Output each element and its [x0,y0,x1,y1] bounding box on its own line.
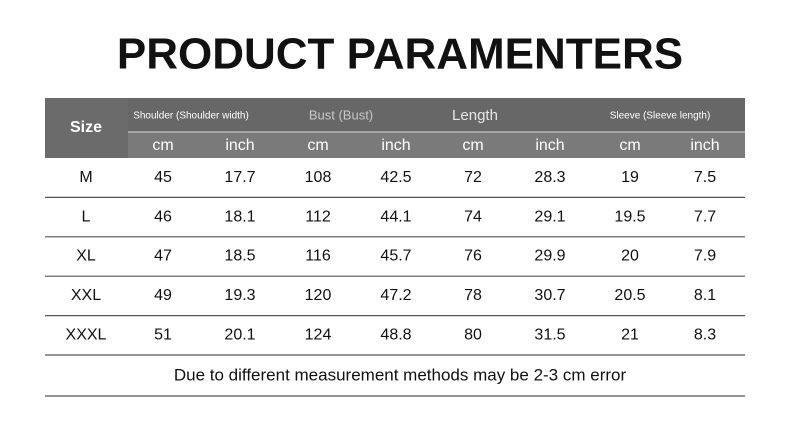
size-header-cell [45,98,128,158]
measure-cell: 45.7 [380,248,411,265]
unit-header: inch [535,137,564,154]
size-cell: M [79,169,92,186]
measure-cell: 47.2 [380,287,411,304]
unit-header: inch [381,137,410,154]
group-header: Sleeve (Sleeve length) [610,111,711,122]
unit-header: inch [690,137,719,154]
title: PRODUCT PARAMENTERS [117,30,683,79]
measure-cell: 51 [154,327,172,344]
size-cell: XXL [71,287,101,304]
measure-cell: 74 [464,208,482,225]
measure-cell: 46 [154,208,172,225]
measure-cell: 30.7 [534,287,565,304]
header-group-band [45,98,745,132]
measure-cell: 19 [621,169,639,186]
measure-cell: 18.5 [224,248,255,265]
size-cell: XXXL [66,327,107,344]
unit-header: cm [462,137,483,154]
size-cell: L [82,208,91,225]
measure-cell: 78 [464,287,482,304]
note: Due to different measurement methods may… [174,365,627,384]
measure-cell: 17.7 [224,169,255,186]
measure-cell: 42.5 [380,169,411,186]
size-cell: XL [76,248,96,265]
measure-cell: 47 [154,248,172,265]
measure-cell: 76 [464,248,482,265]
unit-header: cm [307,137,328,154]
measure-cell: 48.8 [380,327,411,344]
measure-cell: 124 [305,327,332,344]
measure-cell: 28.3 [534,169,565,186]
measure-cell: 31.5 [534,327,565,344]
measure-cell: 7.7 [694,208,716,225]
measure-cell: 45 [154,169,172,186]
measure-cell: 120 [305,287,332,304]
measure-cell: 19.3 [224,287,255,304]
measure-cell: 8.1 [694,287,716,304]
measure-cell: 19.5 [614,208,645,225]
group-header: Length [452,107,498,124]
measure-cell: 18.1 [224,208,255,225]
measure-cell: 44.1 [380,208,411,225]
size-header: Size [70,119,102,136]
measure-cell: 20.1 [224,327,255,344]
unit-header: cm [619,137,640,154]
group-header: Bust (Bust) [309,107,373,122]
measure-cell: 29.1 [534,208,565,225]
measure-cell: 116 [305,248,331,265]
measure-cell: 20 [621,248,639,265]
header-unit-band [45,132,745,158]
measure-cell: 72 [464,169,482,186]
measure-cell: 7.5 [694,169,716,186]
measure-cell: 108 [305,169,332,186]
unit-header: inch [225,137,254,154]
measure-cell: 112 [305,208,331,225]
measure-cell: 20.5 [614,287,645,304]
measure-cell: 80 [464,327,482,344]
unit-header: cm [152,137,173,154]
measure-cell: 7.9 [694,248,716,265]
measure-cell: 8.3 [694,327,716,344]
measure-cell: 29.9 [534,248,565,265]
measure-cell: 21 [621,327,639,344]
measure-cell: 49 [154,287,172,304]
group-header: Shoulder (Shoulder width) [133,111,249,122]
